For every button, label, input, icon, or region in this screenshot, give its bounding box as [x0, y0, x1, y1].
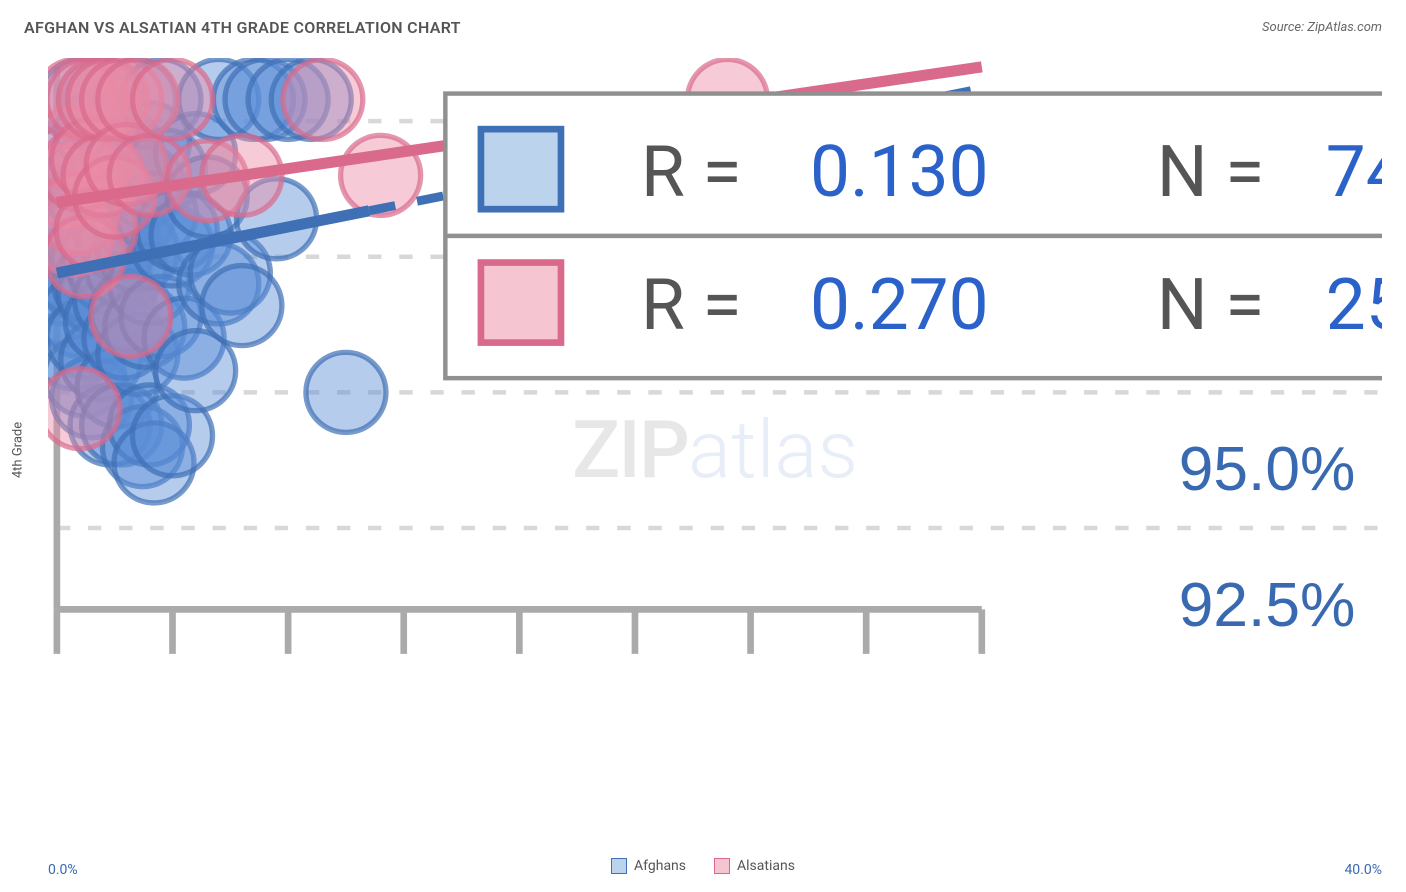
- svg-text:N =: N =: [1157, 264, 1264, 347]
- chart-title: AFGHAN VS ALSATIAN 4TH GRADE CORRELATION…: [24, 18, 461, 37]
- y-axis-label: 4th Grade: [11, 422, 26, 478]
- source-label: Source: ZipAtlas.com: [1262, 20, 1382, 35]
- legend-label: Alsatians: [737, 858, 795, 874]
- svg-text:R =: R =: [641, 264, 742, 347]
- legend-swatch: [611, 858, 627, 874]
- svg-text:0.270: 0.270: [810, 264, 989, 347]
- legend-label: Afghans: [634, 858, 686, 874]
- svg-text:0.130: 0.130: [810, 131, 989, 214]
- svg-text:92.5%: 92.5%: [1179, 571, 1356, 640]
- svg-text:95.0%: 95.0%: [1179, 435, 1356, 504]
- scatter-plot: 92.5%95.0%97.5%100.0%R =0.130N =74R =0.2…: [48, 58, 1382, 725]
- legend-item-alsatians: Alsatians: [714, 858, 795, 874]
- legend-swatch: [714, 858, 730, 874]
- svg-text:R =: R =: [641, 131, 742, 214]
- legend: Afghans Alsatians: [0, 858, 1406, 874]
- svg-text:N =: N =: [1157, 131, 1264, 214]
- svg-text:25: 25: [1326, 264, 1382, 347]
- legend-item-afghans: Afghans: [611, 858, 686, 874]
- svg-text:74: 74: [1326, 131, 1382, 214]
- chart-area: 4th Grade 92.5%95.0%97.5%100.0%R =0.130N…: [48, 58, 1382, 842]
